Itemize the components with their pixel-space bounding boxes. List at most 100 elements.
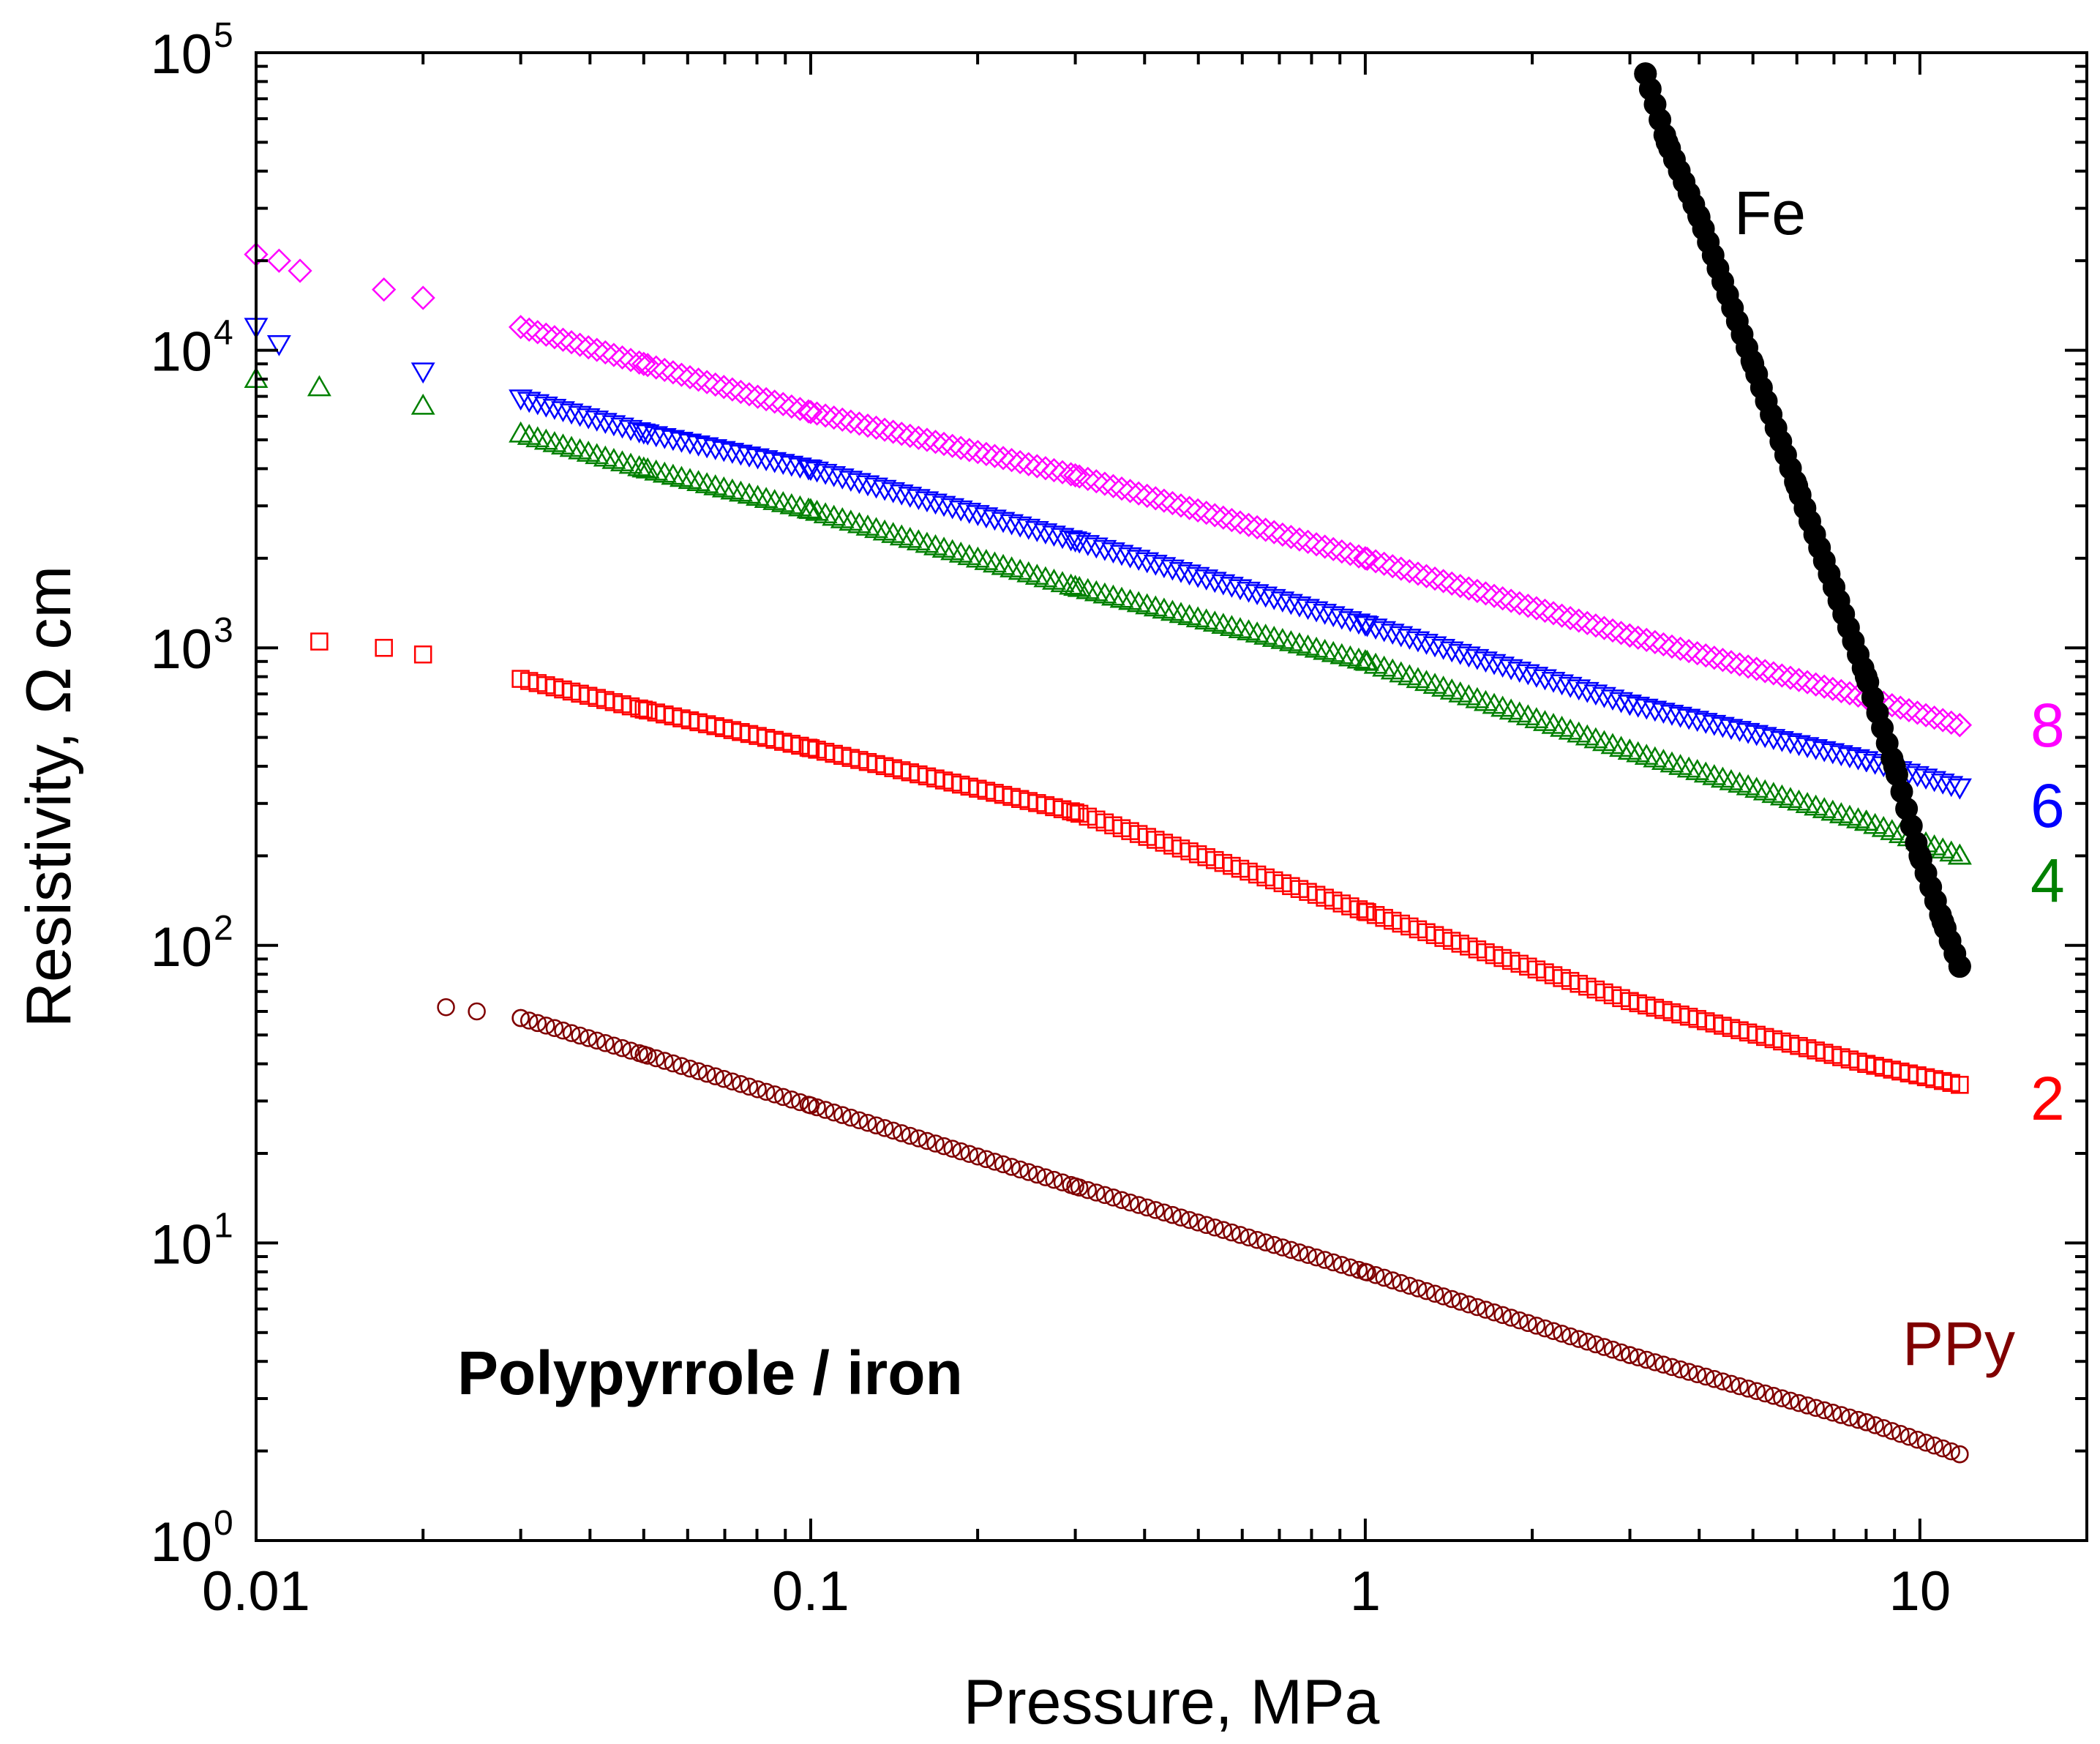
series-Fe	[1634, 62, 1971, 978]
data-point	[618, 419, 643, 441]
data-point	[1372, 621, 1397, 643]
data-point	[1036, 1168, 1055, 1186]
data-point	[728, 444, 753, 466]
data-point	[1194, 501, 1219, 525]
data-point	[550, 327, 576, 352]
data-point	[1829, 678, 1853, 703]
data-point	[1891, 1425, 1910, 1443]
data-point	[1067, 464, 1092, 489]
data-point	[1947, 843, 1972, 865]
data-point	[1087, 1183, 1106, 1202]
data-point	[839, 409, 863, 434]
data-point	[1948, 954, 1971, 978]
y-tick-label: 10	[150, 1213, 212, 1276]
data-point	[1752, 727, 1777, 749]
data-point	[593, 413, 618, 435]
data-point	[1629, 1348, 1647, 1367]
data-point	[1278, 525, 1304, 550]
data-point	[1465, 578, 1490, 604]
data-point	[799, 1096, 818, 1114]
data-point	[410, 393, 435, 415]
data-point	[1575, 681, 1600, 703]
data-point	[1532, 669, 1557, 691]
data-point	[1169, 562, 1193, 583]
y-tick-label-exponent: 2	[214, 909, 233, 948]
data-point	[686, 435, 711, 457]
series-6	[244, 318, 1972, 800]
data-point	[1349, 1260, 1368, 1279]
data-point	[779, 394, 804, 419]
data-point	[1578, 1333, 1597, 1351]
data-point	[1493, 1306, 1512, 1325]
data-point	[762, 389, 787, 414]
data-point	[1485, 1303, 1504, 1322]
data-point	[613, 1038, 631, 1058]
data-point	[1129, 1196, 1148, 1214]
data-point	[559, 403, 584, 425]
data-point	[1874, 1419, 1893, 1437]
data-point	[1143, 554, 1168, 576]
data-point	[720, 443, 745, 464]
data-point	[884, 1121, 902, 1140]
data-point	[1206, 1218, 1224, 1237]
data-point	[1253, 586, 1278, 608]
data-point	[1024, 454, 1049, 479]
data-point	[813, 463, 838, 485]
data-point	[841, 1108, 860, 1127]
data-point	[1840, 1408, 1859, 1427]
data-point	[1736, 722, 1760, 744]
data-point	[579, 1029, 598, 1047]
data-point	[898, 423, 923, 449]
data-point	[1609, 692, 1634, 714]
data-point	[1062, 1175, 1080, 1194]
data-point	[1474, 651, 1498, 673]
data-point	[1346, 613, 1371, 635]
data-point	[1109, 476, 1134, 501]
data-point	[307, 375, 331, 397]
data-point	[1002, 1158, 1021, 1176]
data-point	[542, 325, 567, 350]
data-point	[1346, 544, 1371, 569]
data-point	[1933, 1439, 1952, 1458]
data-point	[1823, 1404, 1842, 1422]
data-point	[1866, 1416, 1884, 1434]
data-point	[1880, 693, 1905, 718]
data-point	[1295, 529, 1321, 555]
data-point	[1392, 1273, 1411, 1292]
data-point	[720, 377, 745, 402]
data-point	[1076, 535, 1100, 556]
data-point	[1922, 771, 1947, 793]
data-point	[1617, 623, 1642, 648]
data-point	[1600, 618, 1625, 643]
series-labels: 8 64 2 PPy Fe	[1734, 179, 2065, 1378]
data-point	[1363, 618, 1388, 640]
data-point	[1752, 659, 1777, 684]
data-point	[1282, 1240, 1300, 1260]
data-point	[1567, 679, 1591, 701]
data-point	[1908, 1430, 1927, 1449]
data-point	[638, 1047, 657, 1065]
data-point	[1769, 730, 1794, 752]
data-point	[1603, 1340, 1622, 1359]
data-point	[889, 422, 914, 446]
data-point	[1135, 552, 1160, 574]
data-point	[680, 1059, 700, 1078]
data-point	[994, 1155, 1013, 1174]
data-point	[610, 345, 635, 370]
data-point	[672, 1057, 691, 1075]
data-point	[804, 401, 830, 426]
data-point	[796, 459, 821, 481]
data-point	[703, 372, 728, 397]
data-point	[1066, 803, 1084, 822]
data-point	[1465, 648, 1490, 670]
data-point	[1050, 460, 1075, 484]
data-point	[1761, 729, 1786, 750]
data-point	[1033, 523, 1058, 544]
x-axis-title: Pressure, MPa	[964, 1667, 1380, 1737]
x-tick-label: 0.1	[772, 1560, 850, 1623]
data-point	[375, 638, 393, 657]
data-point	[372, 277, 397, 302]
data-point	[1121, 1193, 1139, 1212]
data-point	[1863, 753, 1888, 775]
data-point	[1524, 596, 1549, 621]
